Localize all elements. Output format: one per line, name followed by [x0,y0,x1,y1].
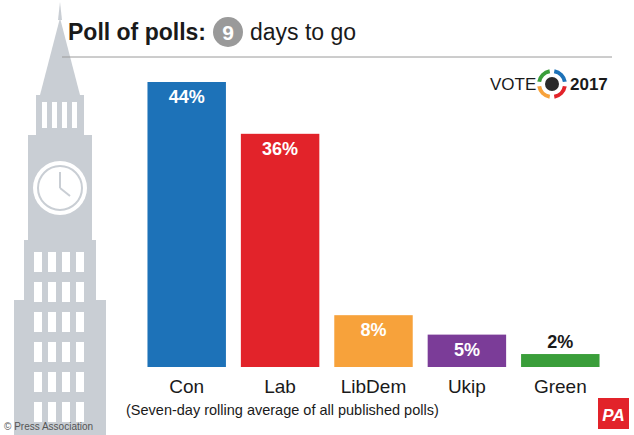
tower-window [76,402,84,422]
tower-window [48,342,56,362]
clock-face [33,161,87,215]
pa-logo-text: PA [602,406,624,425]
belfry-window [72,102,77,128]
tower-window [34,372,42,392]
tower-shaft [24,240,96,435]
credit: © Press Association [4,421,93,432]
data-label: 36% [262,139,298,159]
data-label: 44% [169,87,205,107]
side-wing [92,300,106,435]
tower-window [48,402,56,422]
bar [428,335,506,367]
countdown-badge [213,17,243,47]
data-label: 8% [360,320,386,340]
tower-window [48,312,56,332]
tower-window [62,282,70,302]
chart: Poll of polls: 9 days to go VOTE 2017 44% Con 3… [0,0,634,435]
tower-window [34,282,42,302]
belfry [36,95,84,135]
clock-ring [38,166,82,210]
belfry-window [62,102,67,128]
countdown-number: 9 [222,21,234,44]
title-rule [62,57,612,58]
data-label: 5% [454,340,480,360]
bar [334,315,412,367]
labels: 44% Con 36% Lab 8% LibDem 5% Ukip 2% Green [169,87,587,397]
bar [147,82,225,367]
tower-window [76,372,84,392]
tower-window [48,372,56,392]
tower-window [48,282,56,302]
category-label: LibDem [341,376,406,397]
category-label: Lab [264,376,296,397]
pa-logo [598,398,629,429]
tower-window [62,402,70,422]
tower-window [34,252,42,272]
logo-map [545,77,559,91]
belfry-window [42,102,47,128]
footnote: (Seven-day rolling average of all publis… [126,402,439,418]
tower-window [48,252,56,272]
title: Poll of polls: [68,19,206,45]
tower-window [76,282,84,302]
category-label: Green [534,376,587,397]
tower-window [62,252,70,272]
clock-hand [60,188,70,196]
bar [521,354,599,367]
tower-window [34,402,42,422]
category-label: Ukip [448,376,486,397]
category-label: Con [169,376,204,397]
title-suffix: days to go [250,19,356,45]
bar [241,134,319,367]
logo-year: 2017 [570,75,608,94]
tower-window [62,312,70,332]
data-label: 2% [547,332,573,352]
tower-window [62,372,70,392]
spire-tip [58,2,62,20]
bars [147,82,599,367]
tower-window [62,342,70,362]
tower-window [76,342,84,362]
clock-stage [28,135,92,240]
tower-window [34,312,42,332]
tower-window [34,342,42,362]
side-wing [14,300,28,435]
logo-text: VOTE [490,75,536,94]
clock-hand [59,172,61,188]
tower-window [76,252,84,272]
tower-window [76,312,84,332]
big-ben [14,2,106,435]
logo-ring [539,71,565,97]
belfry-window [52,102,57,128]
